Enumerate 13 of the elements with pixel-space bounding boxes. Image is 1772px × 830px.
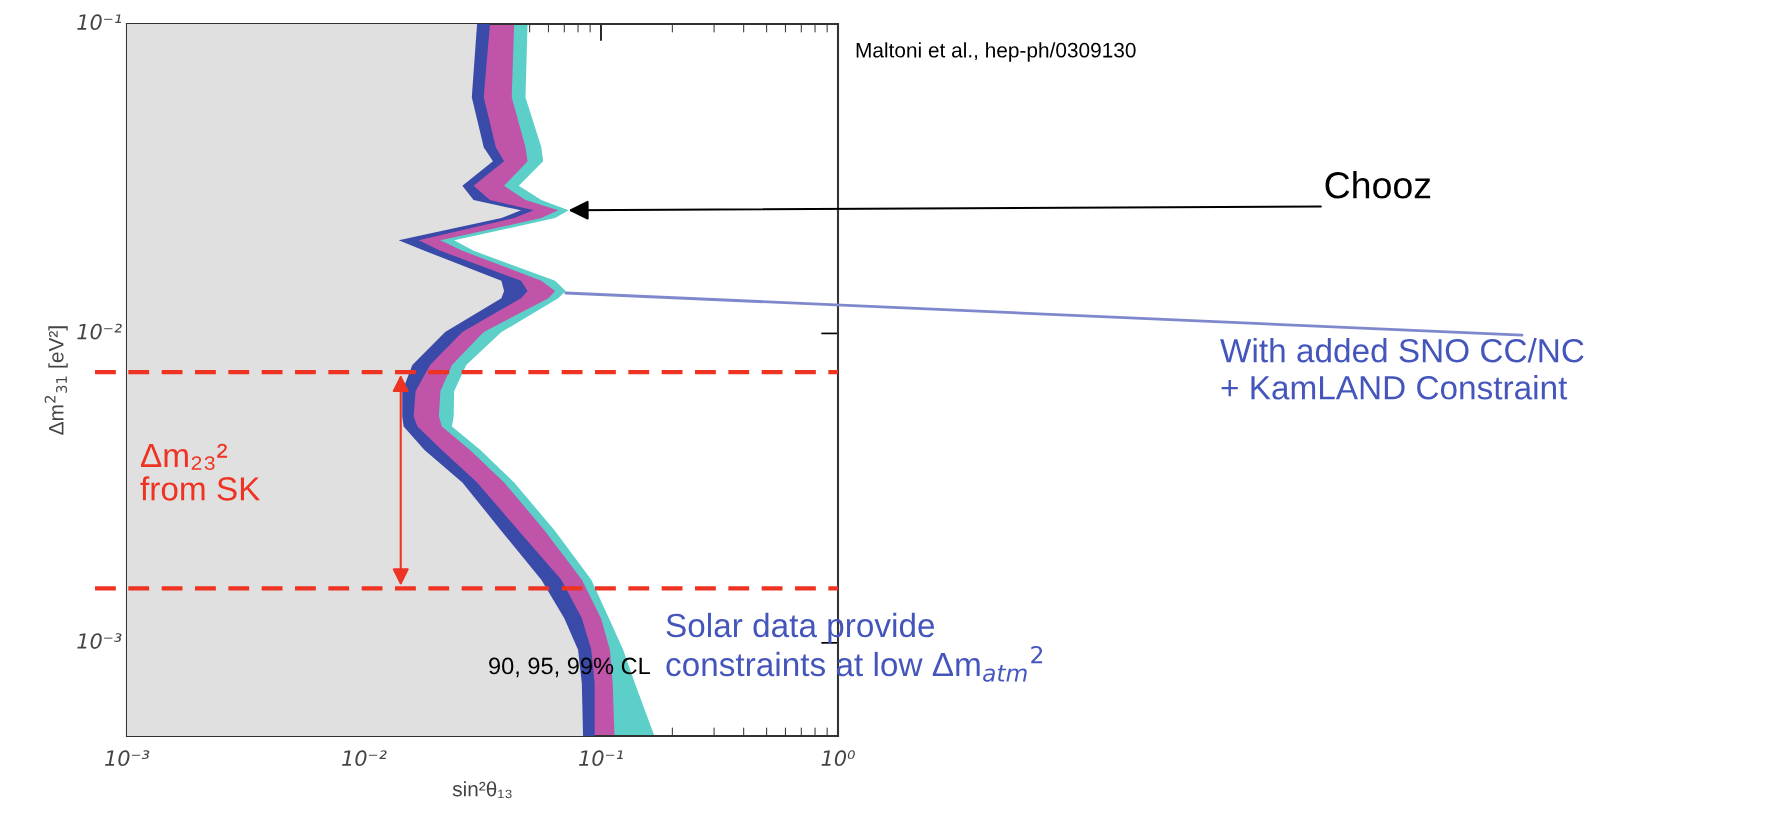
y-tick-label: 10⁻² [77, 323, 122, 340]
annotation: Chooz [1325, 171, 1431, 199]
text: Maltoni et al., hep-ph/0309130 [856, 42, 1136, 62]
annotation: With added SNO CC/NC + KamLAND Constraint [1220, 338, 1584, 400]
x-tick-label: 10⁰ [821, 750, 855, 767]
x-tick-label: 10⁻² [342, 750, 387, 767]
x-axis-title: sin²θ₁₃ [452, 781, 512, 799]
x-tick-label: 10⁻³ [105, 750, 150, 767]
y-axis-title: Δm$^{2}$$_{31}$ [eV²] [44, 326, 68, 435]
y-tick-label: 10⁻³ [77, 633, 122, 649]
annotation: Δm₂₃² from SK [140, 443, 261, 501]
y-tick-label: 10⁻¹ [77, 14, 122, 31]
x-tick-label: 10⁻¹ [579, 750, 623, 767]
